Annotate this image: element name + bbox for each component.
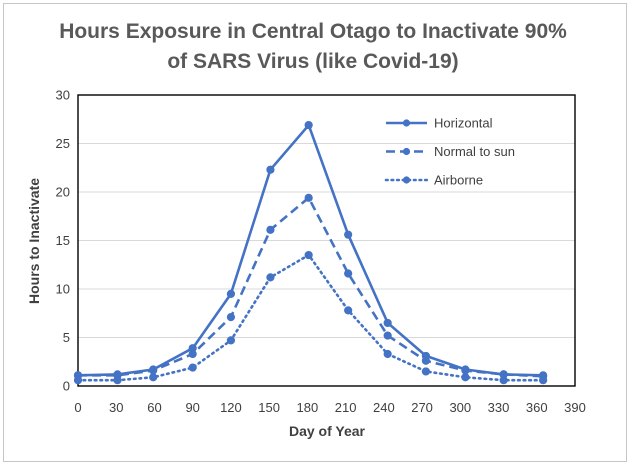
data-point [304,120,313,130]
x-tick-label: 180 [297,400,319,415]
data-point [461,366,470,375]
series-line [76,253,545,382]
data-point [344,269,353,278]
series-line [78,196,544,378]
data-point [383,331,392,340]
legend-swatch-marker [402,176,411,184]
data-point [304,193,313,202]
x-tick-label: 0 [74,400,81,415]
x-tick-label: 360 [526,400,548,415]
y-tick-label: 30 [56,88,70,103]
legend-label: Airborne [434,173,483,188]
x-tick-label: 390 [564,400,586,415]
data-point [266,225,275,234]
data-point [188,349,197,359]
legend-item-horizontal: Horizontal [386,116,493,131]
x-tick-label: 60 [147,400,161,415]
plot-area-border [77,94,576,387]
x-tick-label: 120 [220,400,242,415]
legend: Horizontal Normal to sun Airborne [384,116,515,188]
x-tick-label: 330 [488,400,510,415]
data-point [461,373,470,382]
chart-title-line-1: Hours Exposure in Central Otago to Inact… [59,20,567,43]
data-point [73,376,83,385]
data-point [421,367,430,376]
y-tick-label: 10 [56,282,70,297]
series-normal-to-sun [73,193,548,381]
data-point [383,318,392,328]
data-point [421,356,430,365]
legend-swatch-marker [402,119,411,127]
data-point [226,336,236,345]
x-tick-label: 150 [258,400,280,415]
data-point [149,366,158,375]
x-axis-title: Day of Year [289,423,366,439]
x-tick-label: 240 [373,400,395,415]
legend-label: Horizontal [434,116,493,131]
data-point [266,273,275,282]
x-tick-label: 30 [109,400,123,415]
data-point [499,376,508,385]
data-point [226,289,236,298]
data-point [383,349,392,359]
grid-lines [78,143,575,338]
data-point [539,376,548,385]
legend-item-airborne: Airborne [384,173,483,188]
data-point [226,313,236,322]
data-point [344,230,353,239]
x-tick-label: 300 [449,400,471,415]
series-lines [73,120,548,385]
x-tick-label: 90 [185,400,199,415]
x-tick-label: 270 [411,400,433,415]
series-horizontal [73,120,548,380]
y-tick-label: 25 [56,136,70,151]
legend-item-normal-to-sun: Normal to sun [386,144,515,159]
x-tick-label: 210 [335,400,357,415]
y-tick-label: 20 [56,185,70,200]
y-tick-label: 5 [63,330,70,345]
chart-title-line-2: of SARS Virus (like Covid-19) [167,50,458,73]
legend-label: Normal to sun [434,144,515,159]
data-point [113,376,122,385]
data-point [149,373,158,382]
series-airborne [73,250,548,385]
legend-swatch-marker [402,147,411,156]
data-point [344,306,353,315]
data-point [266,165,275,174]
y-axis-title: Hours to Inactivate [26,178,42,304]
y-tick-label: 0 [63,379,70,394]
data-point [304,250,313,260]
y-tick-label: 15 [56,233,70,248]
data-point [188,363,197,372]
